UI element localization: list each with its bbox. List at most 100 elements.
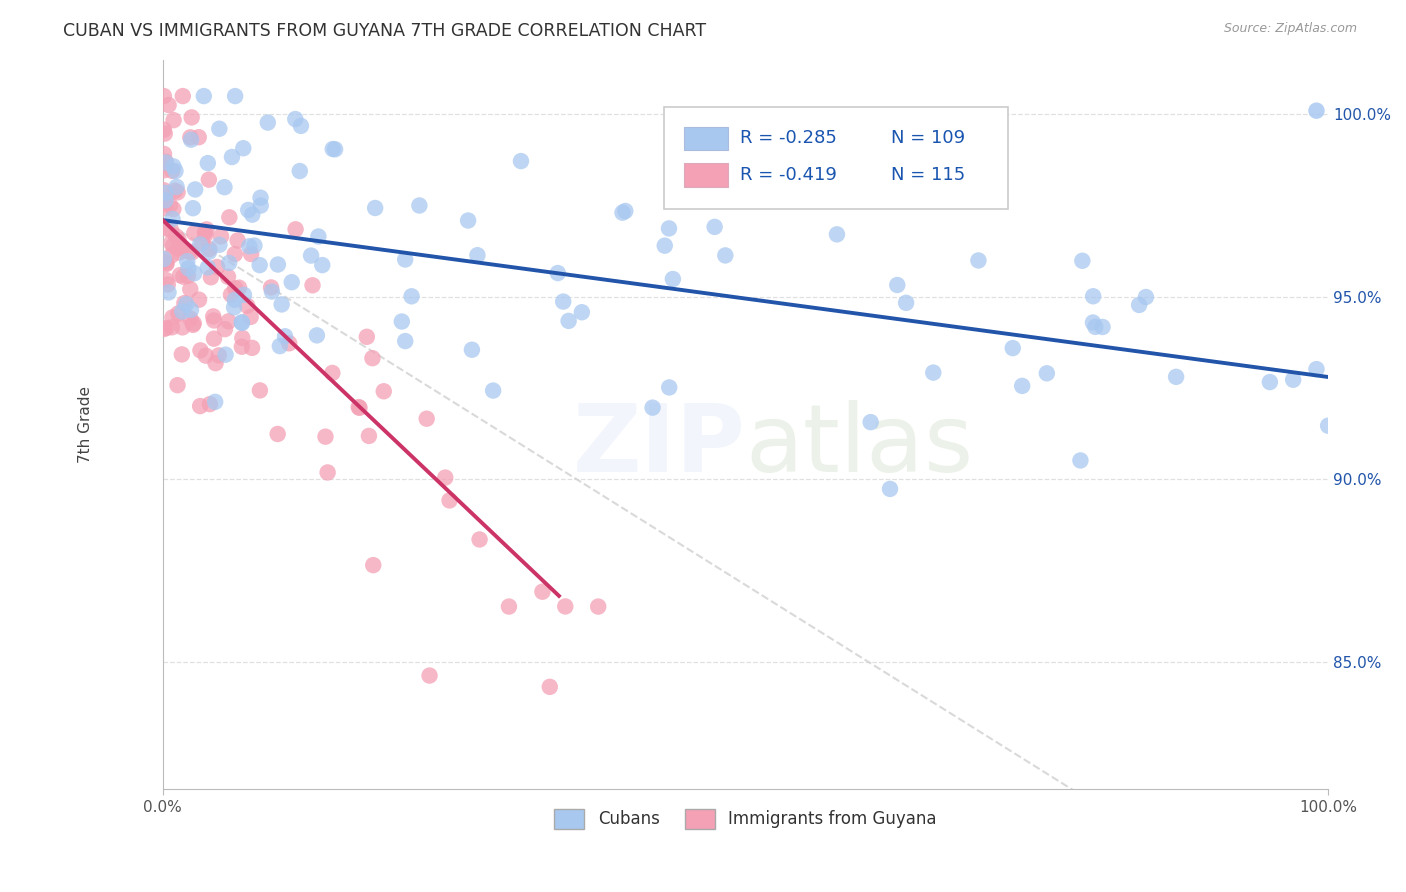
Point: [155, 186, 177, 200]
Point: [1282, 373, 1305, 387]
Point: [322, 142, 344, 156]
Point: [183, 266, 205, 280]
Point: [284, 222, 307, 236]
Point: [180, 133, 202, 147]
FancyBboxPatch shape: [664, 107, 1008, 209]
Point: [457, 213, 479, 227]
Point: [176, 254, 198, 268]
Point: [1128, 298, 1150, 312]
Point: [571, 305, 593, 319]
Point: [153, 194, 176, 209]
Point: [165, 164, 187, 178]
Point: [284, 112, 307, 126]
Text: CUBAN VS IMMIGRANTS FROM GUYANA 7TH GRADE CORRELATION CHART: CUBAN VS IMMIGRANTS FROM GUYANA 7TH GRAD…: [63, 22, 706, 40]
Point: [190, 343, 212, 358]
Point: [658, 221, 681, 235]
Point: [157, 98, 180, 112]
Point: [197, 260, 219, 275]
Y-axis label: 7th Grade: 7th Grade: [79, 386, 93, 463]
Point: [886, 278, 908, 293]
Point: [172, 241, 194, 255]
Point: [183, 317, 205, 331]
Point: [155, 194, 177, 208]
Point: [510, 154, 533, 169]
Point: [204, 394, 226, 409]
Point: [166, 179, 188, 194]
Point: [198, 397, 221, 411]
Point: [180, 302, 202, 317]
Point: [155, 201, 177, 215]
Point: [155, 221, 177, 235]
Point: [221, 150, 243, 164]
Point: [162, 239, 184, 253]
Point: [1001, 341, 1024, 355]
Point: [232, 141, 254, 155]
Point: [482, 384, 505, 398]
Text: R = -0.419: R = -0.419: [740, 166, 837, 184]
Point: [231, 315, 253, 329]
Point: [200, 270, 222, 285]
Point: [218, 256, 240, 270]
Point: [208, 121, 231, 136]
Point: [157, 285, 180, 300]
Point: [198, 172, 221, 186]
Point: [167, 241, 190, 255]
Point: [224, 247, 246, 261]
Point: [361, 558, 384, 573]
Point: [554, 599, 576, 614]
Point: [198, 242, 221, 256]
Point: [434, 470, 457, 484]
Point: [181, 318, 204, 332]
Text: ZIP: ZIP: [572, 401, 745, 492]
Text: N = 115: N = 115: [891, 166, 966, 184]
Point: [174, 297, 197, 311]
Point: [1164, 369, 1187, 384]
Bar: [683, 163, 728, 186]
Point: [1084, 319, 1107, 334]
Point: [172, 320, 194, 334]
Point: [267, 258, 290, 272]
Point: [160, 320, 183, 334]
Point: [170, 347, 193, 361]
Point: [391, 314, 413, 328]
Point: [1091, 320, 1114, 334]
Point: [172, 304, 194, 318]
Point: [1258, 375, 1281, 389]
Point: [209, 229, 232, 244]
Point: [165, 184, 187, 198]
Point: [202, 313, 225, 327]
Point: [307, 229, 329, 244]
Point: [160, 249, 183, 263]
Point: [160, 235, 183, 250]
Point: [180, 111, 202, 125]
Point: [236, 299, 259, 313]
Point: [159, 198, 181, 212]
Point: [204, 356, 226, 370]
Text: Source: ZipAtlas.com: Source: ZipAtlas.com: [1223, 22, 1357, 36]
Point: [239, 310, 262, 324]
Point: [1083, 289, 1105, 303]
Point: [658, 380, 681, 394]
Point: [373, 384, 395, 399]
Point: [217, 269, 239, 284]
Point: [240, 247, 263, 261]
Point: [153, 183, 176, 197]
Point: [364, 201, 387, 215]
Point: [612, 205, 634, 219]
Point: [401, 289, 423, 303]
Point: [214, 322, 236, 336]
Point: [183, 226, 205, 240]
Point: [166, 378, 188, 392]
Point: [538, 680, 561, 694]
Point: [314, 430, 336, 444]
Point: [193, 89, 215, 103]
Point: [288, 164, 311, 178]
Point: [162, 202, 184, 216]
Point: [153, 254, 176, 268]
Point: [153, 147, 176, 161]
Point: [356, 330, 378, 344]
Point: [167, 306, 190, 320]
Point: [172, 89, 194, 103]
Point: [194, 227, 217, 242]
Point: [198, 244, 221, 259]
